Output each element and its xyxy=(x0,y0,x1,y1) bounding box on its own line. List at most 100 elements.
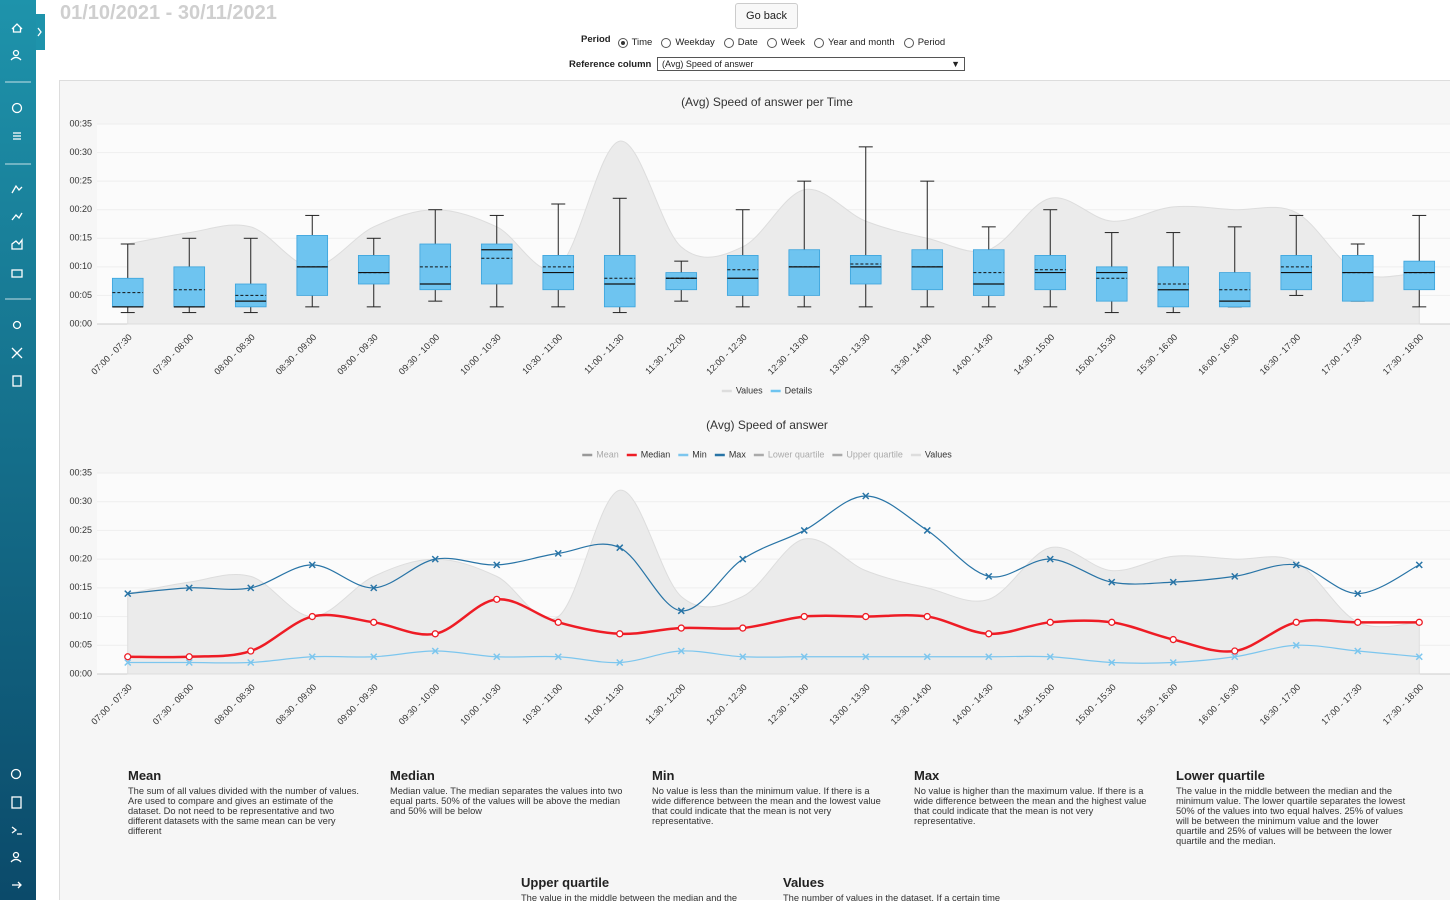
definition: Values The number of values in the datase… xyxy=(783,875,1018,903)
point-marker xyxy=(124,653,132,661)
point-marker xyxy=(923,653,931,661)
point-marker xyxy=(493,561,501,569)
reference-select[interactable]: (Avg) Speed of answer ▼ xyxy=(657,57,965,71)
radio-button[interactable] xyxy=(617,37,628,48)
definition-title: Median xyxy=(390,768,435,783)
point-marker xyxy=(862,492,870,500)
point-marker xyxy=(923,526,931,534)
point-marker xyxy=(1108,618,1116,626)
period-label: Period xyxy=(581,34,611,45)
x-tick-label: 15:30 - 16:00 xyxy=(1135,332,1180,377)
radio-button[interactable] xyxy=(723,37,734,48)
radio-button[interactable] xyxy=(766,37,777,48)
period-option[interactable]: Period xyxy=(903,37,946,48)
point-marker xyxy=(1169,635,1177,644)
box xyxy=(480,243,513,285)
chart-title: (Avg) Speed of answer per Time xyxy=(681,95,853,109)
period-option-label: Period xyxy=(917,37,946,48)
point-marker xyxy=(247,647,255,655)
box xyxy=(911,249,944,291)
legend: Values Details xyxy=(721,385,813,395)
point-marker xyxy=(431,647,439,655)
legend-label: Median xyxy=(641,449,671,459)
point-marker xyxy=(1231,647,1239,655)
definition-text: No value is less than the minimum value.… xyxy=(652,786,881,826)
y-tick-label: 00:20 xyxy=(69,554,92,564)
point-marker xyxy=(1046,618,1054,626)
definition-title: Max xyxy=(914,768,940,783)
sidebar-icons xyxy=(5,14,45,889)
definition: Mean The sum of all values divided with t… xyxy=(128,768,363,836)
x-tick-label: 15:00 - 15:30 xyxy=(1073,682,1118,727)
x-tick-label: 07:30 - 08:00 xyxy=(151,332,196,377)
x-tick-label: 12:30 - 13:00 xyxy=(766,332,811,377)
x-tick-label: 10:00 - 10:30 xyxy=(458,332,503,377)
sidebar xyxy=(0,0,45,900)
point-marker xyxy=(1354,590,1362,598)
point-marker xyxy=(493,595,501,603)
y-tick-label: 00:20 xyxy=(69,204,92,214)
period-option[interactable]: Week xyxy=(766,37,805,48)
point-marker xyxy=(1292,561,1300,569)
x-tick-label: 11:30 - 12:00 xyxy=(643,682,687,726)
legend-label: Upper quartile xyxy=(846,449,903,459)
definition: Max No value is higher than the maximum v… xyxy=(914,768,1149,826)
x-tick-label: 12:00 - 12:30 xyxy=(704,332,749,377)
x-tick-label: 13:00 - 13:30 xyxy=(827,332,872,377)
point-marker xyxy=(616,630,624,638)
x-tick-label: 07:30 - 08:00 xyxy=(151,682,196,727)
definition-text: The value in the middle between the medi… xyxy=(1176,786,1406,846)
point-marker xyxy=(800,653,808,661)
point-marker xyxy=(1415,618,1423,626)
definition-text: The sum of all values divided with the n… xyxy=(128,786,359,836)
period-option[interactable]: Year and month xyxy=(813,37,895,48)
series-line xyxy=(127,598,1420,659)
x-tick-label: 16:30 - 17:00 xyxy=(1258,332,1303,377)
y-tick-label: 00:10 xyxy=(69,611,92,621)
x-tick-label: 14:30 - 15:00 xyxy=(1012,682,1057,727)
x-tick-label: 12:00 - 12:30 xyxy=(704,682,749,727)
box xyxy=(1341,255,1374,302)
x-tick-label: 16:30 - 17:00 xyxy=(1258,682,1303,727)
definition-title: Values xyxy=(783,875,825,890)
legend-label: Values xyxy=(925,449,952,459)
radio-button[interactable] xyxy=(813,37,824,48)
period-option[interactable]: Weekday xyxy=(661,37,715,48)
point-marker xyxy=(739,624,747,632)
x-tick-label: 14:30 - 15:00 xyxy=(1012,332,1057,377)
y-tick-label: 00:05 xyxy=(69,290,92,300)
point-marker xyxy=(370,584,378,592)
definition-text: The value in the middle between the medi… xyxy=(521,893,738,903)
x-tick-label: 14:00 - 14:30 xyxy=(950,332,995,377)
box xyxy=(296,235,329,296)
period-option-label: Weekday xyxy=(675,37,715,48)
point-marker xyxy=(1169,658,1177,667)
box xyxy=(1157,266,1190,308)
y-tick-label: 00:05 xyxy=(69,640,92,650)
radio-button[interactable] xyxy=(661,37,672,48)
legend-label: Mean xyxy=(596,449,619,459)
radio-button[interactable] xyxy=(903,37,914,48)
reference-label: Reference column xyxy=(569,59,652,70)
box xyxy=(849,255,882,285)
point-marker xyxy=(677,607,685,615)
definition-title: Min xyxy=(652,768,675,783)
period-option[interactable]: Date xyxy=(723,37,758,48)
x-tick-label: 08:00 - 08:30 xyxy=(212,682,257,727)
x-tick-label: 17:00 - 17:30 xyxy=(1319,332,1364,377)
point-marker xyxy=(1169,578,1177,586)
x-tick-label: 10:00 - 10:30 xyxy=(458,682,503,727)
point-marker xyxy=(1354,618,1362,626)
point-marker xyxy=(739,555,747,563)
x-tick-label: 09:30 - 10:00 xyxy=(397,332,442,377)
point-marker xyxy=(124,658,132,667)
period-option[interactable]: Time xyxy=(617,37,652,48)
point-marker xyxy=(554,549,562,557)
x-tick-label: 13:00 - 13:30 xyxy=(827,682,872,727)
x-tick-label: 09:00 - 09:30 xyxy=(335,682,380,727)
point-marker xyxy=(1415,561,1423,569)
dropdown-arrow: ▼ xyxy=(951,59,960,69)
go-back-button[interactable]: Go back xyxy=(735,3,798,29)
